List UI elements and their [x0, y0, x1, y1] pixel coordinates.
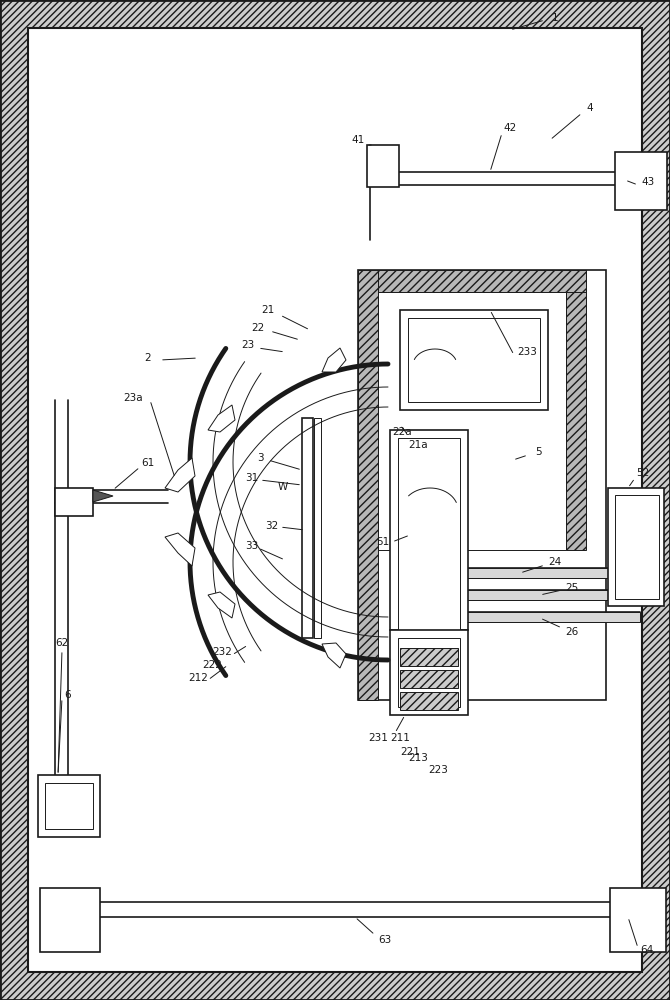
Text: 21a: 21a [408, 440, 428, 450]
Bar [566, 270, 586, 550]
Bar [358, 270, 606, 700]
Polygon shape [322, 643, 346, 668]
Bar [398, 638, 460, 707]
Text: 52: 52 [636, 468, 650, 478]
Bar [400, 310, 548, 410]
Text: 222: 222 [202, 660, 222, 670]
Bar [400, 670, 458, 688]
Text: 32: 32 [265, 521, 279, 531]
Text: 233: 233 [517, 347, 537, 357]
Text: 21: 21 [261, 305, 275, 315]
Text: 31: 31 [245, 473, 259, 483]
Bar [615, 152, 667, 210]
Polygon shape [165, 458, 195, 492]
Polygon shape [93, 490, 113, 502]
Text: 26: 26 [565, 627, 579, 637]
Bar [408, 318, 540, 402]
Bar [400, 648, 458, 666]
Text: 2: 2 [145, 353, 151, 363]
Text: 3: 3 [257, 453, 263, 463]
Bar [367, 145, 399, 187]
Bar [608, 488, 664, 606]
Text: 4: 4 [587, 103, 594, 113]
Polygon shape [458, 568, 640, 578]
Text: 41: 41 [351, 135, 364, 145]
Text: 64: 64 [641, 945, 654, 955]
Text: 1: 1 [551, 13, 558, 23]
Text: 25: 25 [565, 583, 579, 593]
Text: 212: 212 [188, 673, 208, 683]
Bar [314, 418, 321, 638]
Text: 211: 211 [390, 733, 410, 743]
Bar [610, 888, 666, 952]
Text: 42: 42 [503, 123, 517, 133]
Text: 22a: 22a [392, 427, 412, 437]
Text: 22: 22 [251, 323, 265, 333]
Text: 232: 232 [212, 647, 232, 657]
Text: W: W [278, 482, 288, 492]
Polygon shape [322, 348, 346, 372]
Text: 43: 43 [641, 177, 655, 187]
Bar [615, 495, 659, 599]
Text: 213: 213 [408, 753, 428, 763]
Text: 231: 231 [368, 733, 388, 743]
Text: 24: 24 [548, 557, 561, 567]
Text: 62: 62 [56, 638, 68, 648]
Bar [302, 418, 313, 638]
Bar [38, 775, 100, 837]
Bar [390, 430, 468, 630]
Text: 23: 23 [241, 340, 255, 350]
Text: 51: 51 [377, 537, 390, 547]
Text: 5: 5 [535, 447, 541, 457]
Text: 223: 223 [428, 765, 448, 775]
Text: 33: 33 [245, 541, 259, 551]
Text: 61: 61 [141, 458, 155, 468]
Bar [378, 270, 586, 292]
Polygon shape [165, 533, 195, 566]
Polygon shape [458, 590, 640, 600]
Bar [45, 783, 93, 829]
Bar [378, 292, 566, 550]
Polygon shape [208, 592, 235, 618]
Polygon shape [458, 612, 640, 622]
Text: 23a: 23a [123, 393, 143, 403]
Polygon shape [208, 405, 235, 432]
Bar [398, 438, 460, 630]
Bar [55, 488, 93, 516]
Bar [40, 888, 100, 952]
Bar [400, 692, 458, 710]
Text: 6: 6 [65, 690, 71, 700]
Text: 221: 221 [400, 747, 420, 757]
Text: 63: 63 [379, 935, 392, 945]
Bar [358, 270, 378, 700]
Bar [390, 630, 468, 715]
